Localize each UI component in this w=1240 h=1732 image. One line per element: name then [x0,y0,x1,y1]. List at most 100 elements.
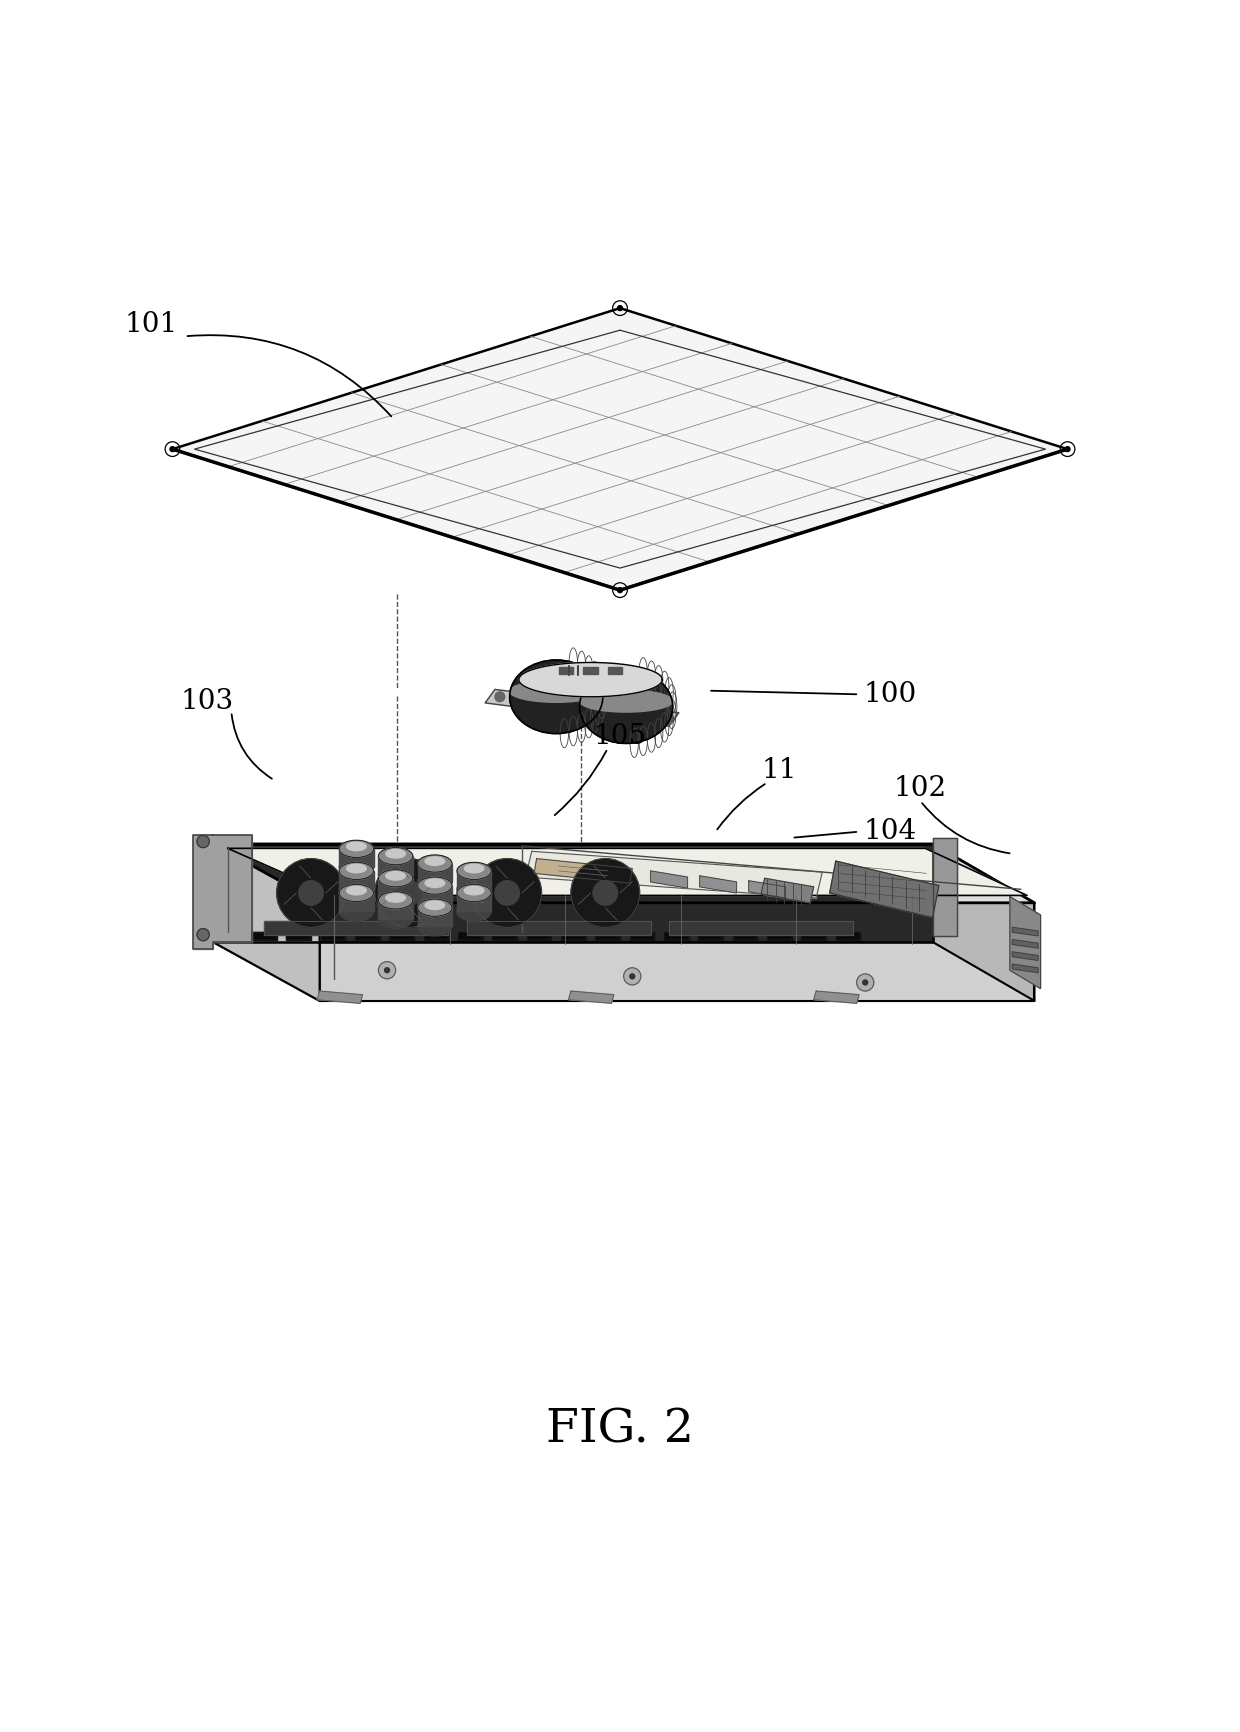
Ellipse shape [378,909,413,928]
Text: FIG. 2: FIG. 2 [546,1408,694,1453]
Circle shape [378,961,396,979]
Polygon shape [466,921,651,935]
Polygon shape [749,880,785,897]
Ellipse shape [346,864,366,873]
Ellipse shape [579,670,673,743]
Polygon shape [699,876,737,894]
Polygon shape [213,843,932,942]
Circle shape [1065,447,1070,452]
Polygon shape [526,852,822,897]
Polygon shape [830,861,939,918]
Polygon shape [418,864,453,882]
Ellipse shape [418,876,453,894]
Circle shape [277,859,346,927]
Circle shape [863,980,868,986]
Text: 11: 11 [761,757,797,785]
Ellipse shape [386,871,405,880]
Polygon shape [698,932,723,939]
Circle shape [197,835,210,847]
Polygon shape [418,885,453,904]
Polygon shape [801,932,826,939]
Polygon shape [378,901,413,918]
Ellipse shape [378,869,413,887]
FancyArrowPatch shape [717,785,765,830]
Ellipse shape [418,856,453,873]
Ellipse shape [346,887,366,895]
Ellipse shape [340,880,373,899]
Circle shape [299,880,324,906]
Circle shape [665,714,675,724]
Polygon shape [456,894,491,911]
Ellipse shape [346,842,366,850]
Circle shape [197,928,210,940]
Polygon shape [213,843,320,1001]
Polygon shape [172,308,1068,591]
Ellipse shape [510,681,603,701]
Ellipse shape [378,887,413,906]
Ellipse shape [425,878,445,887]
Polygon shape [527,932,552,939]
Circle shape [857,973,874,991]
Ellipse shape [378,864,413,885]
Circle shape [570,859,640,927]
Polygon shape [320,902,1034,1001]
Ellipse shape [425,901,445,909]
Polygon shape [520,662,662,696]
FancyArrowPatch shape [232,714,272,779]
Circle shape [384,968,389,973]
Ellipse shape [340,840,373,857]
FancyArrowPatch shape [554,750,606,816]
Polygon shape [583,667,598,674]
Ellipse shape [510,660,603,734]
Polygon shape [932,843,1034,1001]
FancyArrowPatch shape [187,336,392,416]
Circle shape [593,880,618,906]
Polygon shape [630,932,655,939]
Polygon shape [418,908,453,927]
Ellipse shape [464,864,484,873]
Polygon shape [1012,953,1038,961]
FancyArrowPatch shape [923,804,1009,854]
Circle shape [618,305,622,310]
Polygon shape [670,921,853,935]
Polygon shape [355,932,379,939]
FancyArrowPatch shape [795,831,857,838]
Polygon shape [321,932,346,939]
Polygon shape [534,859,632,883]
Polygon shape [389,932,414,939]
Polygon shape [1012,927,1038,935]
Ellipse shape [386,894,405,902]
Polygon shape [665,932,688,939]
Ellipse shape [418,899,453,916]
Polygon shape [228,849,1027,895]
Polygon shape [651,871,687,889]
Polygon shape [456,871,491,889]
Polygon shape [1012,939,1038,947]
Ellipse shape [340,885,373,902]
Ellipse shape [340,863,373,880]
Ellipse shape [464,887,484,895]
Ellipse shape [456,885,491,902]
Polygon shape [213,942,1034,1001]
Polygon shape [559,667,573,674]
Ellipse shape [456,902,491,921]
Polygon shape [378,856,413,875]
Polygon shape [595,932,620,939]
Polygon shape [485,689,678,726]
Circle shape [170,447,175,452]
Text: 100: 100 [863,681,916,708]
Ellipse shape [456,863,491,880]
Text: 103: 103 [180,688,233,715]
Ellipse shape [378,892,413,909]
Circle shape [624,968,641,986]
Polygon shape [340,849,373,868]
Polygon shape [378,878,413,897]
Polygon shape [317,991,362,1003]
Ellipse shape [418,894,453,914]
Ellipse shape [418,916,453,935]
FancyArrowPatch shape [711,691,857,695]
Polygon shape [761,878,813,902]
Polygon shape [608,667,622,674]
Text: 101: 101 [125,310,179,338]
Ellipse shape [340,902,373,921]
